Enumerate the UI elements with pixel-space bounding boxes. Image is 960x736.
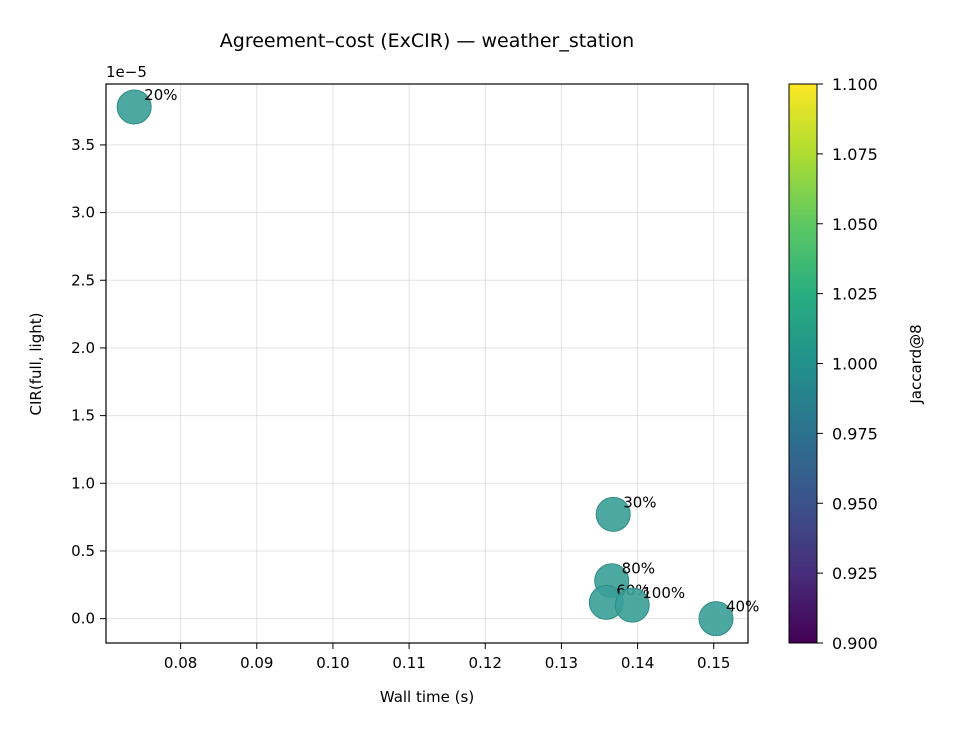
x-tick-label: 0.10 — [316, 654, 349, 672]
colorbar-tick-label: 1.100 — [832, 75, 878, 94]
point-label: 40% — [726, 598, 759, 616]
y-tick-label: 2.0 — [71, 339, 95, 357]
plot-area-frame — [105, 83, 749, 644]
data-points: 20%30%80%60%100%40% — [116, 86, 759, 637]
x-axis-ticks: 0.08 0.09 0.10 0.11 0.12 0.13 0.14 0.15 — [164, 643, 730, 672]
point-label: 100% — [642, 584, 685, 602]
grid — [106, 84, 748, 643]
colorbar-tick-label: 1.025 — [832, 285, 878, 304]
y-tick-label: 3.5 — [71, 136, 95, 154]
x-axis-label: Wall time (s) — [380, 688, 474, 706]
x-tick-label: 0.13 — [545, 654, 578, 672]
colorbar-tick-label: 0.925 — [832, 564, 878, 583]
y-axis-label: CIR(full, light) — [27, 313, 45, 416]
scatter-point — [116, 89, 152, 125]
y-tick-label: 0.0 — [71, 610, 95, 628]
scatter-point — [595, 496, 631, 532]
point-label: 30% — [623, 493, 656, 511]
colorbar-tick-label: 0.950 — [832, 494, 878, 513]
y-tick-label: 0.5 — [71, 542, 95, 560]
colorbar-tick-label: 1.050 — [832, 215, 878, 234]
y-tick-label: 1.5 — [71, 407, 95, 425]
y-tick-label: 3.0 — [71, 204, 95, 222]
x-tick-label: 0.09 — [240, 654, 273, 672]
point-label: 20% — [144, 86, 177, 104]
y-offset-label: 1e−5 — [106, 63, 147, 81]
colorbar-tick-label: 0.900 — [832, 634, 878, 653]
x-tick-label: 0.12 — [469, 654, 502, 672]
colorbar-tick-label: 0.975 — [832, 424, 878, 443]
y-axis-ticks: 0.0 0.5 1.0 1.5 2.0 2.5 3.0 3.5 — [71, 136, 106, 628]
colorbar-ticks: 0.900 0.925 0.950 0.975 1.000 1.025 1.050 1.075… — [817, 75, 878, 653]
scatter-point — [614, 587, 650, 623]
colorbar-label: Jaccard@8 — [907, 324, 925, 404]
x-tick-label: 0.08 — [164, 654, 197, 672]
x-tick-label: 0.11 — [392, 654, 425, 672]
x-tick-label: 0.14 — [621, 654, 654, 672]
y-tick-label: 1.0 — [71, 474, 95, 492]
chart-title: Agreement–cost (ExCIR) — weather_station — [220, 30, 634, 52]
colorbar-tick-label: 1.000 — [832, 355, 878, 374]
y-tick-label: 2.5 — [71, 271, 95, 289]
point-label: 80% — [622, 560, 655, 578]
scatter-point — [698, 601, 734, 637]
colorbar-tick-label: 1.075 — [832, 145, 878, 164]
colorbar — [788, 83, 818, 644]
x-tick-label: 0.15 — [697, 654, 730, 672]
